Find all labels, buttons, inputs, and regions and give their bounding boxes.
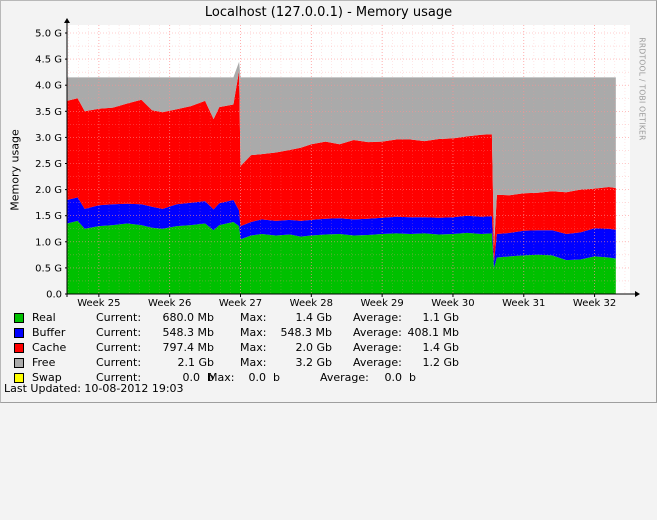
legend-current-label: Current: [96,341,142,354]
legend-current-value: 2.1 Gb [177,356,215,369]
legend-max-label: Max: [240,341,267,354]
y-tick-label: 0.5 G [35,263,62,274]
legend-max-value: 3.2 Gb [295,356,333,369]
legend-swatch-buffer [14,328,24,338]
y-tick-label: 1.0 G [35,237,62,248]
area-buffer [67,197,616,268]
legend-current-value: 0.0 b [182,371,214,384]
y-tick-label: 4.5 G [35,55,62,66]
legend-cache: Cache Current: 797.4 Mb Max: 2.0 Gb Aver… [14,340,459,355]
area-free [67,61,616,247]
legend-average-label: Average: [353,311,402,324]
legend-max-value: 0.0 b [248,371,280,384]
legend-name: Real [32,311,56,324]
x-tick-label: Week 25 [77,298,120,309]
y-tick-label: 1.5 G [35,211,62,222]
legend-average-value: 408.1 Mb [407,326,459,339]
legend-current-value: 548.3 Mb [162,326,214,339]
legend: Real Current: 680.0 Mb Max: 1.4 Gb Avera… [14,310,459,385]
x-axis-arrow [635,291,640,297]
x-tick-label: Week 30 [431,298,474,309]
axes [64,18,640,297]
memory-usage-chart: 0.0 0.5 G 1.0 G 1.5 G 2.0 G 2.5 G 3.0 G 3.5 G 4.… [35,18,640,309]
y-tick-label: 5.0 G [35,29,62,40]
x-tick-label: Week 27 [219,298,262,309]
legend-current-label: Current: [96,326,142,339]
grid-lines [67,25,630,294]
y-tick-label: 3.0 G [35,133,62,144]
legend-max-value: 548.3 Mb [280,326,332,339]
x-tick-labels: Week 25 Week 26 Week 27 Week 28 Week 29 Week … [77,294,616,309]
legend-max-label: Max: [208,371,235,384]
legend-name: Swap [32,371,62,384]
legend-average-value: 0.0 b [384,371,416,384]
legend-current-label: Current: [96,311,142,324]
x-tick-label: Week 29 [360,298,403,309]
legend-current-value: 797.4 Mb [162,341,214,354]
chart-title: Localhost (127.0.0.1) - Memory usage [204,5,453,20]
y-tick-label: 3.5 G [35,107,62,118]
legend-average-value: 1.1 Gb [422,311,460,324]
legend-real: Real Current: 680.0 Mb Max: 1.4 Gb Avera… [14,310,459,325]
legend-swatch-free [14,358,24,368]
y-tick-label: 0.0 [46,290,62,301]
legend-average-value: 1.4 Gb [422,341,460,354]
legend-name: Buffer [32,326,66,339]
legend-average-label: Average: [353,326,402,339]
y-tick-labels: 0.0 0.5 G 1.0 G 1.5 G 2.0 G 2.5 G 3.0 G 3.5 G 4.… [35,29,67,301]
legend-average-label: Average: [353,341,402,354]
legend-swatch-cache [14,343,24,353]
legend-free: Free Current: 2.1 Gb Max: 3.2 Gb Average… [14,355,459,370]
legend-name: Free [32,356,56,369]
legend-swatch-real [14,313,24,323]
legend-max-value: 2.0 Gb [295,341,333,354]
y-axis-arrow [64,18,70,23]
legend-average-label: Average: [353,356,402,369]
legend-current-label: Current: [96,371,142,384]
area-real [67,220,616,294]
legend-name: Cache [32,341,67,354]
x-tick-label: Week 31 [502,298,545,309]
legend-current-label: Current: [96,356,142,369]
legend-max-label: Max: [240,326,267,339]
x-tick-label: Week 28 [290,298,333,309]
last-updated: Last Updated: 10-08-2012 19:03 [4,382,184,395]
y-tick-label: 2.5 G [35,159,62,170]
legend-buffer: Buffer Current: 548.3 Mb Max: 548.3 Mb A… [14,325,459,340]
legend-swatch-swap [14,373,24,383]
legend-max-label: Max: [240,356,267,369]
y-tick-label: 4.0 G [35,81,62,92]
legend-current-value: 680.0 Mb [162,311,214,324]
y-tick-label: 2.0 G [35,185,62,196]
x-tick-label: Week 32 [573,298,616,309]
legend-average-value: 1.2 Gb [422,356,460,369]
legend-max-value: 1.4 Gb [295,311,333,324]
legend-swap: Swap Current: 0.0 b Max: 0.0 b Average: … [14,370,416,385]
area-cache [67,70,616,262]
legend-average-label: Average: [320,371,369,384]
legend-max-label: Max: [240,311,267,324]
x-tick-label: Week 26 [148,298,191,309]
stacked-areas [67,61,616,294]
